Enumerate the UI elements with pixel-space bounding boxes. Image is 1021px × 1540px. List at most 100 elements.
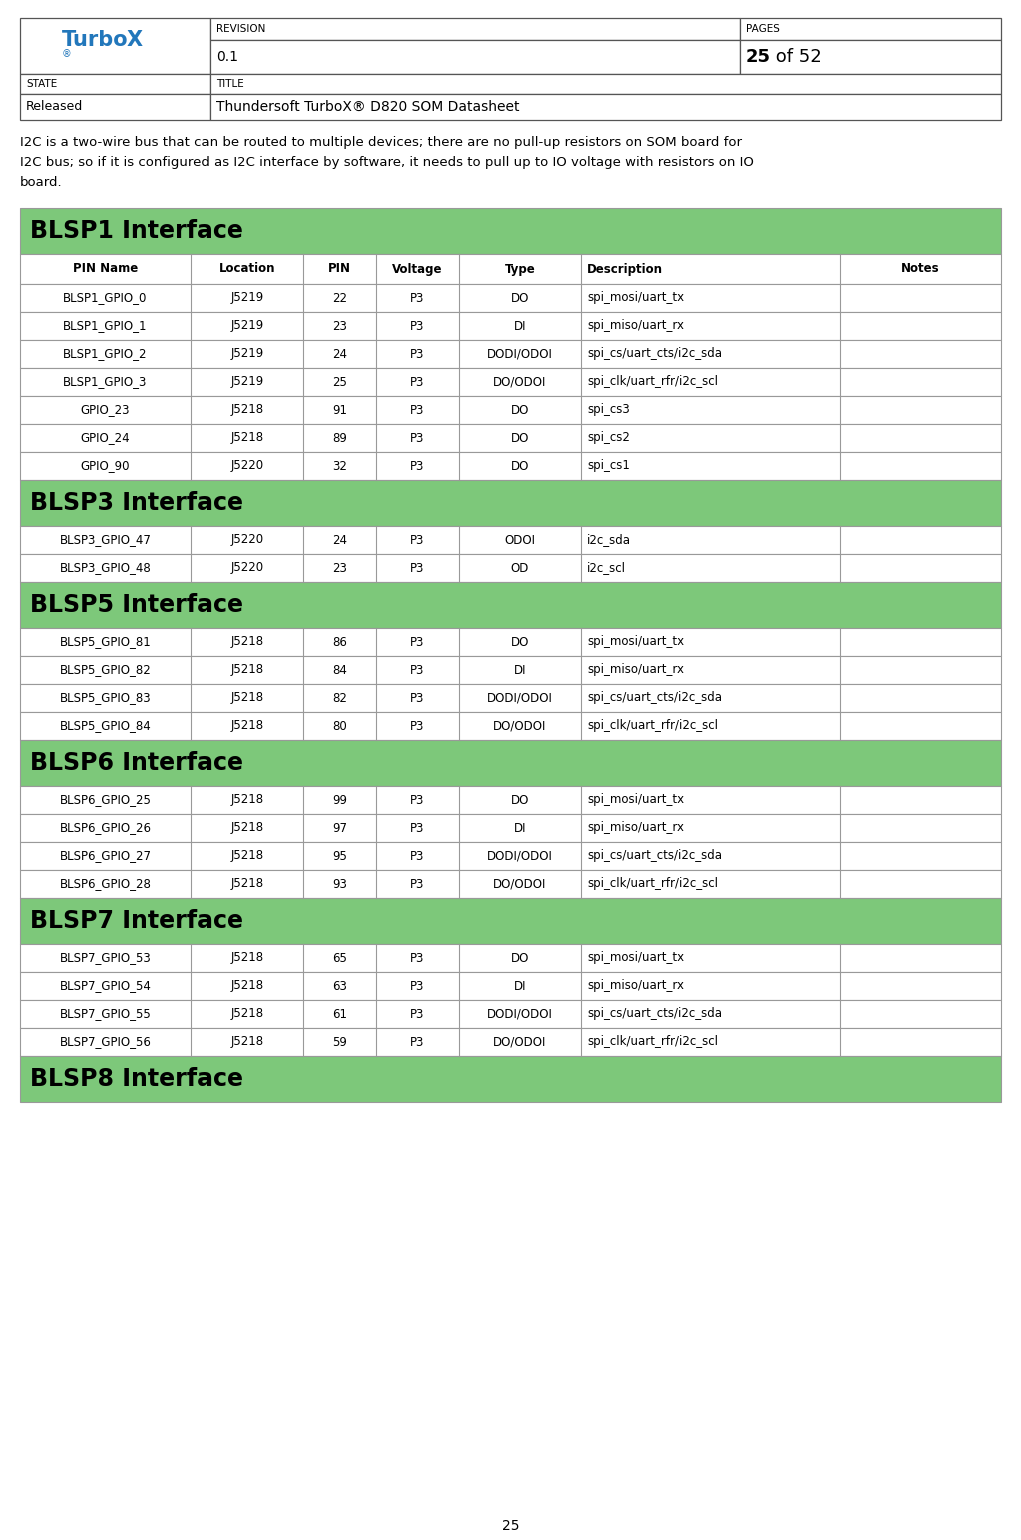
- Text: DODI/ODOI: DODI/ODOI: [487, 691, 553, 704]
- Text: DO: DO: [510, 636, 529, 648]
- Text: PAGES: PAGES: [746, 25, 780, 34]
- Bar: [20, 582, 1001, 628]
- Text: 80: 80: [332, 719, 347, 733]
- Bar: [20, 711, 1001, 741]
- Text: 65: 65: [332, 952, 347, 964]
- Text: spi_cs/uart_cts/i2c_sda: spi_cs/uart_cts/i2c_sda: [587, 348, 722, 360]
- Text: I2C bus; so if it is configured as I2C interface by software, it needs to pull u: I2C bus; so if it is configured as I2C i…: [20, 156, 753, 169]
- Text: J5219: J5219: [231, 291, 263, 305]
- Bar: [20, 554, 1001, 582]
- Bar: [20, 628, 1001, 656]
- Text: spi_cs/uart_cts/i2c_sda: spi_cs/uart_cts/i2c_sda: [587, 691, 722, 704]
- Text: J5219: J5219: [231, 319, 263, 333]
- Text: 95: 95: [332, 850, 347, 862]
- Text: P3: P3: [410, 850, 425, 862]
- Text: BLSP1 Interface: BLSP1 Interface: [30, 219, 243, 243]
- Text: BLSP1_GPIO_2: BLSP1_GPIO_2: [63, 348, 148, 360]
- Text: spi_miso/uart_rx: spi_miso/uart_rx: [587, 664, 684, 676]
- Text: 23: 23: [332, 562, 347, 574]
- Bar: [740, 40, 1001, 74]
- Text: J5218: J5218: [231, 979, 263, 992]
- Text: P3: P3: [410, 1035, 425, 1049]
- Text: 89: 89: [332, 431, 347, 445]
- Text: P3: P3: [410, 459, 425, 473]
- Text: BLSP6_GPIO_28: BLSP6_GPIO_28: [59, 878, 151, 890]
- Text: BLSP1_GPIO_3: BLSP1_GPIO_3: [63, 376, 148, 388]
- Bar: [20, 368, 1001, 396]
- Text: P3: P3: [410, 533, 425, 547]
- Text: X: X: [127, 29, 143, 49]
- Text: 25: 25: [746, 48, 771, 66]
- Text: BLSP6_GPIO_27: BLSP6_GPIO_27: [59, 850, 151, 862]
- Text: 24: 24: [332, 533, 347, 547]
- Text: DO/ODOI: DO/ODOI: [493, 878, 546, 890]
- Text: J5218: J5218: [231, 821, 263, 835]
- Bar: [20, 656, 1001, 684]
- Text: BLSP3_GPIO_47: BLSP3_GPIO_47: [59, 533, 151, 547]
- Text: DO: DO: [510, 291, 529, 305]
- Bar: [20, 785, 1001, 815]
- Text: TITLE: TITLE: [216, 79, 244, 89]
- Text: P3: P3: [410, 664, 425, 676]
- Bar: [20, 18, 210, 74]
- Bar: [20, 898, 1001, 944]
- Text: P3: P3: [410, 793, 425, 807]
- Bar: [20, 684, 1001, 711]
- Bar: [210, 74, 1001, 94]
- Text: BLSP7_GPIO_56: BLSP7_GPIO_56: [59, 1035, 151, 1049]
- Text: P3: P3: [410, 431, 425, 445]
- Text: P3: P3: [410, 691, 425, 704]
- Text: 63: 63: [332, 979, 347, 992]
- Text: BLSP5_GPIO_83: BLSP5_GPIO_83: [59, 691, 151, 704]
- Text: BLSP6_GPIO_26: BLSP6_GPIO_26: [59, 821, 151, 835]
- Text: BLSP7_GPIO_53: BLSP7_GPIO_53: [59, 952, 151, 964]
- Text: P3: P3: [410, 403, 425, 416]
- Text: spi_cs/uart_cts/i2c_sda: spi_cs/uart_cts/i2c_sda: [587, 1007, 722, 1021]
- Text: BLSP7_GPIO_54: BLSP7_GPIO_54: [59, 979, 151, 992]
- Text: DI: DI: [514, 979, 526, 992]
- Text: DI: DI: [514, 821, 526, 835]
- Text: Released: Released: [26, 100, 84, 114]
- Text: DO/ODOI: DO/ODOI: [493, 376, 546, 388]
- Text: P3: P3: [410, 1007, 425, 1021]
- Bar: [20, 254, 1001, 283]
- Bar: [20, 340, 1001, 368]
- Text: I2C is a two-wire bus that can be routed to multiple devices; there are no pull-: I2C is a two-wire bus that can be routed…: [20, 136, 742, 149]
- Bar: [20, 815, 1001, 842]
- Text: BLSP7 Interface: BLSP7 Interface: [30, 909, 243, 933]
- Text: spi_cs1: spi_cs1: [587, 459, 630, 473]
- Text: BLSP6 Interface: BLSP6 Interface: [30, 752, 243, 775]
- Text: P3: P3: [410, 291, 425, 305]
- Text: BLSP8 Interface: BLSP8 Interface: [30, 1067, 243, 1090]
- Text: J5218: J5218: [231, 793, 263, 807]
- Text: DO: DO: [510, 459, 529, 473]
- Text: spi_clk/uart_rfr/i2c_scl: spi_clk/uart_rfr/i2c_scl: [587, 1035, 718, 1049]
- Text: spi_miso/uart_rx: spi_miso/uart_rx: [587, 821, 684, 835]
- Text: J5220: J5220: [231, 562, 263, 574]
- Bar: [20, 1056, 1001, 1103]
- Text: 24: 24: [332, 348, 347, 360]
- Text: J5218: J5218: [231, 664, 263, 676]
- Text: P3: P3: [410, 719, 425, 733]
- Bar: [210, 94, 1001, 120]
- Text: 23: 23: [332, 319, 347, 333]
- Text: BLSP1_GPIO_0: BLSP1_GPIO_0: [63, 291, 148, 305]
- Text: J5218: J5218: [231, 431, 263, 445]
- Text: J5218: J5218: [231, 878, 263, 890]
- Bar: [740, 18, 1001, 40]
- Text: J5220: J5220: [231, 533, 263, 547]
- Text: P3: P3: [410, 952, 425, 964]
- Text: 91: 91: [332, 403, 347, 416]
- Text: 99: 99: [332, 793, 347, 807]
- Text: DODI/ODOI: DODI/ODOI: [487, 348, 553, 360]
- Text: J5218: J5218: [231, 952, 263, 964]
- Text: J5219: J5219: [231, 348, 263, 360]
- Text: REVISION: REVISION: [216, 25, 265, 34]
- Bar: [20, 1029, 1001, 1056]
- Bar: [20, 396, 1001, 424]
- Text: 25: 25: [332, 376, 347, 388]
- Text: GPIO_90: GPIO_90: [81, 459, 131, 473]
- Bar: [20, 283, 1001, 313]
- Text: Notes: Notes: [902, 262, 939, 276]
- Text: 86: 86: [332, 636, 347, 648]
